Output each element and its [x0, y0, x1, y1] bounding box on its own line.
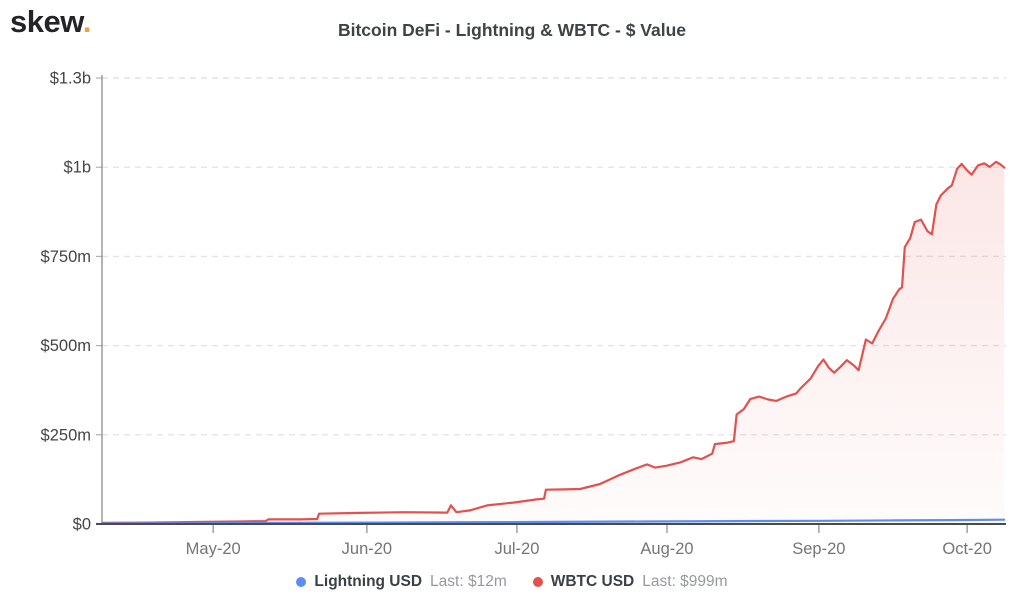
skew-logo-text: skew [10, 4, 83, 39]
legend-series-name: Lightning USD [314, 573, 423, 590]
x-tick-label-Jun-20: Jun-20 [342, 540, 392, 558]
x-tick-label-Oct-20: Oct-20 [942, 540, 992, 558]
x-tick-label-Sep-20: Sep-20 [792, 540, 845, 558]
skew-logo[interactable]: skew. [10, 4, 91, 40]
wbtc-series-dot-icon [532, 577, 543, 587]
skew-logo-dot: . [82, 4, 92, 39]
y-tick-label-$250m: $250m [41, 426, 91, 444]
y-tick-label-$0: $0 [73, 516, 91, 534]
y-tick-label-$1.3b: $1.3b [50, 70, 91, 88]
chart-legend: Lightning USD Last: $12m WBTC USD Last: … [0, 573, 1024, 591]
legend-item-lightning-usd[interactable]: Lightning USD Last: $12m [296, 573, 507, 591]
y-tick-label-$1b: $1b [63, 159, 91, 177]
y-tick-label-$750m: $750m [41, 248, 91, 266]
wbtc-usd-line [100, 160, 1006, 524]
legend-item-wbtc-usd[interactable]: WBTC USD Last: $999m [532, 573, 728, 591]
lightning-usd-line [100, 518, 1006, 525]
wbtc-usd-area [102, 161, 1005, 525]
chart-title: Bitcoin DeFi - Lightning & WBTC - $ Valu… [337, 20, 687, 40]
lightning-series-dot-icon [296, 577, 307, 587]
legend-last-value: Last: $12m [430, 573, 507, 590]
legend-last-value: Last: $999m [642, 573, 728, 590]
x-tick-label-May-20: May-20 [186, 540, 241, 558]
x-tick-label-Aug-20: Aug-20 [640, 540, 693, 558]
legend-series-name: WBTC USD [550, 573, 635, 590]
x-tick-label-Jul-20: Jul-20 [494, 540, 539, 558]
y-tick-label-$500m: $500m [41, 337, 91, 355]
